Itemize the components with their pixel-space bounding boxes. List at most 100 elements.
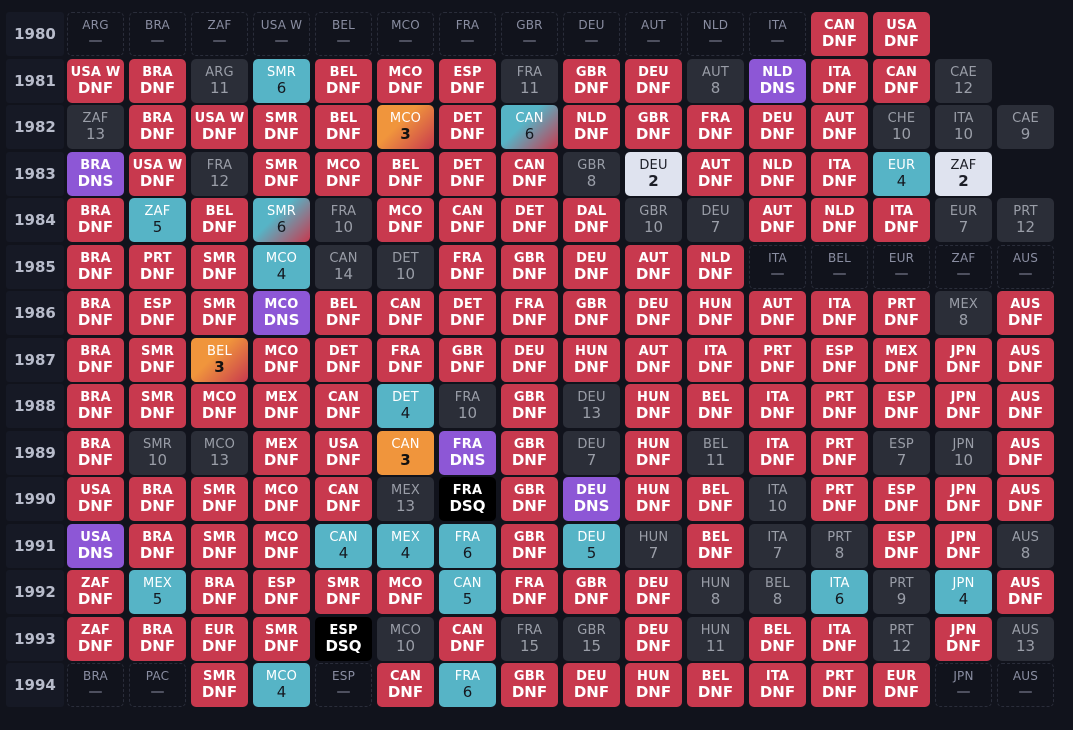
- result-value: 11: [209, 78, 230, 97]
- result-value: DNF: [263, 497, 300, 515]
- race-result-cell: DEU DNF: [749, 105, 806, 149]
- race-result-cell: GBR DNF: [501, 384, 558, 428]
- race-result-cell: AUS —: [997, 663, 1054, 707]
- result-value: DNF: [449, 171, 486, 190]
- result-value: —: [646, 33, 661, 49]
- result-value: DNF: [201, 264, 238, 283]
- result-value: DNF: [511, 264, 548, 283]
- result-value: DNF: [387, 311, 424, 329]
- race-result-cell: SMR DNF: [315, 570, 372, 614]
- race-result-cell: JPN DNF: [935, 523, 992, 568]
- race-code: ITA: [889, 204, 914, 219]
- race-code: MCO: [202, 390, 237, 405]
- race-result-cell: GBR DNF: [501, 477, 558, 521]
- race-code: MCO: [326, 157, 361, 173]
- race-code: DET: [452, 111, 483, 126]
- race-code: DEU: [577, 436, 606, 452]
- race-code: BRA: [80, 157, 111, 173]
- race-code: PRT: [143, 250, 172, 266]
- race-code: FRA: [454, 390, 481, 405]
- race-code: USA: [328, 436, 359, 452]
- result-value: DNF: [449, 357, 486, 376]
- result-value: DNF: [759, 404, 796, 422]
- race-code: DEU: [762, 111, 793, 126]
- race-result-cell: PRT 12: [997, 198, 1054, 242]
- result-value: DNF: [139, 404, 176, 422]
- race-code: PRT: [825, 390, 854, 405]
- race-result-cell: ITA DNF: [811, 616, 868, 661]
- race-result-cell: ITA DNF: [811, 291, 868, 335]
- result-value: 13: [395, 497, 416, 515]
- race-result-cell: FRA 10: [439, 384, 496, 428]
- result-value: DNF: [821, 171, 858, 190]
- result-value: —: [88, 33, 103, 49]
- race-result-cell: GBR DNF: [501, 430, 558, 475]
- result-value: DNF: [139, 497, 176, 515]
- race-code: BEL: [703, 436, 728, 452]
- race-result-cell: DEU DNF: [501, 337, 558, 382]
- race-result-cell: GBR DNF: [501, 663, 558, 707]
- result-value: DNF: [201, 497, 238, 515]
- result-value: 5: [462, 590, 473, 608]
- result-value: DNF: [77, 357, 114, 376]
- race-code: MCO: [388, 576, 423, 591]
- race-result-cell: FRA DNF: [687, 105, 744, 149]
- race-result-cell: GBR DNF: [625, 105, 682, 149]
- result-value: DNF: [387, 683, 424, 701]
- race-result-cell: FRA DNS: [439, 430, 496, 475]
- result-value: DNF: [635, 590, 672, 608]
- race-code: PRT: [889, 622, 914, 638]
- race-code: PRT: [889, 576, 914, 591]
- race-code: AUT: [638, 250, 669, 266]
- result-value: DNF: [1007, 590, 1044, 608]
- race-code: BEL: [701, 483, 730, 498]
- race-result-cell: CAN 4: [315, 523, 372, 568]
- race-result-cell: AUS DNF: [997, 430, 1054, 475]
- race-code: FRA: [330, 204, 357, 219]
- race-code: FRA: [206, 157, 233, 173]
- race-result-cell: BEL DNF: [687, 384, 744, 428]
- race-code: AUS: [1010, 436, 1041, 452]
- result-value: 8: [958, 311, 969, 329]
- result-value: 11: [705, 636, 726, 655]
- result-value: DNF: [1007, 497, 1044, 515]
- result-value: DNF: [449, 218, 486, 236]
- year-label: 1981: [6, 58, 64, 103]
- result-value: 10: [767, 497, 788, 515]
- result-value: DNF: [325, 450, 362, 469]
- race-code: FRA: [700, 111, 731, 126]
- race-code: ESP: [143, 297, 172, 312]
- race-code: GBR: [513, 250, 546, 266]
- result-value: DNF: [201, 311, 238, 329]
- race-code: SMR: [265, 157, 298, 173]
- race-code: SMR: [265, 622, 298, 638]
- race-code: DEU: [638, 64, 669, 80]
- race-result-cell: HUN DNF: [625, 477, 682, 521]
- race-result-cell: ITA —: [749, 244, 806, 289]
- race-result-cell: NLD —: [687, 12, 744, 56]
- race-code: HUN: [637, 390, 670, 405]
- year-label: 1994: [6, 663, 64, 707]
- race-result-cell: PRT 9: [873, 570, 930, 614]
- race-result-cell: BRA DNF: [67, 291, 124, 335]
- result-value: 13: [1015, 636, 1036, 655]
- race-result-cell: ITA DNF: [811, 151, 868, 196]
- race-result-cell: JPN DNF: [935, 384, 992, 428]
- race-code: EUR: [888, 250, 915, 265]
- race-result-cell: USA DNS: [67, 523, 124, 568]
- result-value: DNF: [511, 171, 548, 190]
- race-result-cell: MCO DNF: [315, 151, 372, 196]
- race-code: ITA: [768, 250, 787, 265]
- race-result-cell: EUR DNF: [191, 616, 248, 661]
- result-value: DNF: [697, 497, 734, 515]
- race-result-cell: NLD DNF: [687, 244, 744, 289]
- race-code: SMR: [266, 204, 297, 219]
- result-value: DNF: [759, 357, 796, 376]
- race-result-cell: GBR DNF: [501, 523, 558, 568]
- result-value: DNS: [77, 171, 114, 190]
- race-result-cell: JPN DNF: [935, 337, 992, 382]
- race-code: ITA: [827, 64, 852, 80]
- result-value: DNF: [511, 357, 548, 376]
- race-result-cell: SMR DNF: [191, 663, 248, 707]
- race-result-cell: AUT 8: [687, 58, 744, 103]
